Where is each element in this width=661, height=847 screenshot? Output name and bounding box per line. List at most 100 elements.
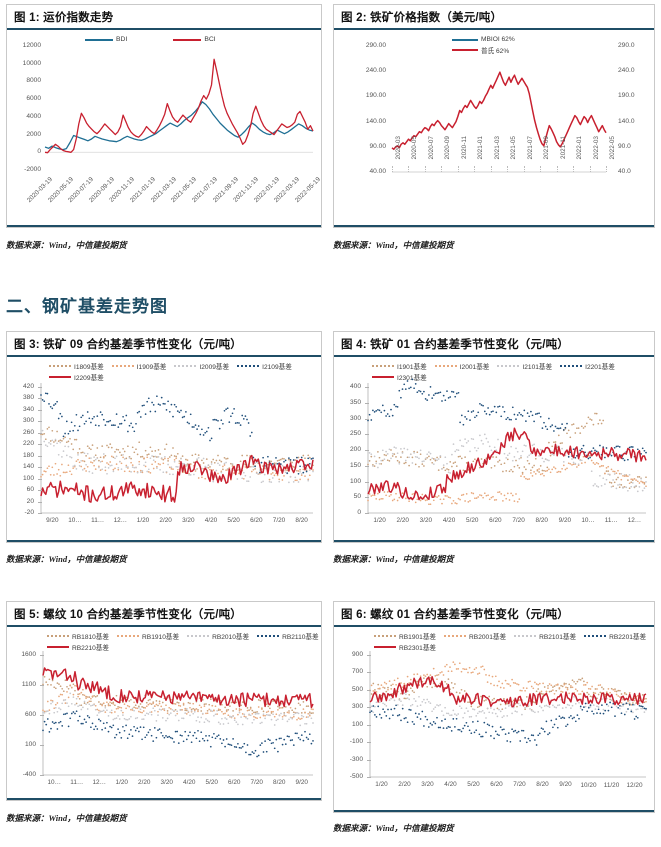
legend-swatch	[497, 365, 520, 367]
y-axis-tick-mark	[38, 478, 42, 480]
y-axis-tick-mark	[365, 434, 369, 436]
legend-item: I1909基差	[111, 361, 166, 371]
legend-swatch	[173, 38, 202, 41]
x-axis-tick: 12/20	[626, 782, 643, 789]
figure-panel-6: 图 6: 螺纹 01 合约基差季节性变化（元/吨） RB1901基差 RB2001…	[333, 601, 655, 813]
y-axis-tick-mark	[38, 467, 42, 469]
x-axis-tick: 6/20	[490, 781, 503, 788]
y-axis-tick: 8000	[26, 77, 41, 85]
figure-4-legend: I1901基差 I2001基差 I2101基差 I2201基差 I2301基差	[372, 361, 650, 382]
y-axis-tick-left: 40.00	[369, 168, 386, 175]
y-axis-tick: 260	[22, 428, 34, 436]
y-axis-tick: 1600	[21, 651, 36, 658]
x-axis-tick: 4/20	[444, 781, 457, 788]
x-axis-tick: 2022-03	[592, 136, 600, 160]
figure-6-bottom-rule	[334, 810, 654, 812]
figure-4-title-rule	[334, 355, 654, 357]
figure-3-title-rule	[7, 355, 321, 357]
figure-panel-4: 图 4: 铁矿 01 合约基差季节性变化（元/吨） I1901基差 I2001基差…	[333, 331, 655, 543]
y-axis-tick-mark	[365, 387, 369, 388]
y-axis-tick-mark	[38, 398, 42, 400]
y-axis-tick-mark	[40, 715, 44, 716]
y-axis-tick-mark	[365, 402, 369, 404]
x-axis-tick: 9/20	[295, 779, 308, 786]
y-axis-tick: -400	[22, 771, 36, 778]
x-axis-tick: 1/20	[136, 517, 150, 524]
y-axis-tick: 600	[24, 711, 36, 718]
figure-2-title: 图 2: 铁矿价格指数（美元/吨）	[341, 12, 503, 24]
y-axis-tick: 150	[349, 461, 361, 469]
y-axis-tick-mark	[367, 689, 371, 691]
figure-3-plot-area: I1809基差 I1909基差 I2009基差 I2109基差 I2209基差 420 3…	[7, 357, 321, 540]
y-axis-tick-mark	[367, 707, 371, 709]
y-axis-tick: 60	[26, 486, 34, 494]
legend-label: I1809基差	[74, 364, 104, 371]
y-axis-tick: 340	[22, 405, 34, 413]
x-axis-tick: 3/20	[182, 517, 195, 524]
y-axis-tick-right: 90.0	[618, 142, 631, 150]
y-axis-tick: 250	[349, 430, 361, 438]
x-axis-tick: 5/20	[205, 779, 218, 786]
y-axis-tick: 220	[22, 440, 34, 448]
x-axis-tick: 7/20	[512, 517, 525, 524]
x-axis-tick: 2020-09	[444, 136, 452, 160]
y-axis-tick-right: 40.0	[618, 168, 631, 175]
y-axis-tick: 100	[349, 477, 361, 485]
y-axis-tick: 420	[22, 383, 34, 390]
legend-label: I2209基差	[74, 375, 104, 382]
y-axis-tick: 300	[22, 417, 34, 425]
figure-3-legend: I1809基差 I1909基差 I2009基差 I2109基差 I2209基差	[49, 361, 319, 382]
figure-4-title: 图 4: 铁矿 01 合约基差季节性变化（元/吨）	[341, 339, 569, 351]
x-axis-tick: 7/20	[250, 779, 263, 786]
figure-6-source: 数据来源：Wind，中信建投期货	[333, 823, 454, 833]
y-axis-tick-mark	[367, 724, 371, 726]
y-axis-tick-mark	[38, 409, 42, 411]
x-axis-tick: 2/20	[159, 517, 172, 524]
y-axis-tick: 100	[351, 720, 363, 728]
legend-item: I2101基差	[497, 361, 552, 371]
figure-1-title: 图 1: 运价指数走势	[14, 12, 114, 24]
figure-panel-5: 图 5: 螺纹 10 合约基差季节性变化（元/吨） RB1810基差 RB1910…	[6, 601, 322, 801]
y-axis-tick: 300	[351, 703, 363, 711]
x-axis-tick: 12…	[92, 779, 107, 786]
y-axis-tick-left: 140.00	[365, 117, 386, 125]
legend-item: MBIOI 62%	[452, 36, 515, 43]
x-axis-tick: 6/20	[489, 517, 502, 524]
legend-swatch	[372, 365, 394, 367]
figure-1-source: 数据来源：Wind，中信建投期货	[6, 240, 127, 250]
y-axis-tick: 200	[349, 446, 361, 453]
x-axis-tick: 2020-05	[411, 136, 419, 160]
legend-item: RB1810基差	[47, 631, 109, 641]
legend-item: RB2110基差	[257, 631, 319, 641]
x-axis-tick: 12…	[113, 517, 128, 524]
legend-label: 普氏 62%	[481, 48, 510, 55]
legend-swatch	[111, 365, 134, 367]
legend-label: I2009基差	[199, 364, 230, 371]
y-axis-tick: 50	[353, 493, 361, 501]
x-axis-tick: 6/20	[250, 517, 263, 524]
figure-5-title: 图 5: 螺纹 10 合约基差季节性变化（元/吨）	[14, 609, 242, 621]
x-axis-tick: 10/20	[580, 782, 597, 789]
legend-label: RB1910基差	[142, 634, 180, 641]
y-axis-tick: 180	[22, 451, 34, 459]
x-axis-tick: 5/20	[466, 517, 479, 524]
figure-2-legend: MBIOI 62% 普氏 62%	[452, 36, 515, 55]
x-axis-tick: 9/20	[46, 517, 59, 524]
x-axis-tick-mark	[606, 166, 607, 172]
legend-label: I1901基差	[397, 364, 427, 371]
x-axis-tick: 2021-07	[526, 136, 534, 160]
legend-swatch	[584, 635, 607, 637]
x-axis-tick-mark	[589, 166, 591, 172]
legend-swatch	[47, 646, 69, 648]
legend-label: RB2110基差	[282, 634, 319, 641]
figure-panel-2: 图 2: 铁矿价格指数（美元/吨） MBIOI 62% 普氏 62% 290.00…	[333, 4, 655, 228]
legend-item: I2301基差	[372, 372, 427, 382]
y-axis-tick-mark	[365, 481, 369, 483]
figure-2-bottom-rule	[334, 225, 654, 227]
y-axis-tick-left: 290.00	[365, 42, 386, 49]
figure-6-plot-area: RB1901基差 RB2001基差 RB2101基差 RB2201基差 RB2301基差…	[334, 627, 654, 810]
y-axis-tick: 12000	[22, 42, 41, 49]
legend-label: I2301基差	[397, 375, 427, 382]
legend-item: I1901基差	[372, 361, 427, 371]
